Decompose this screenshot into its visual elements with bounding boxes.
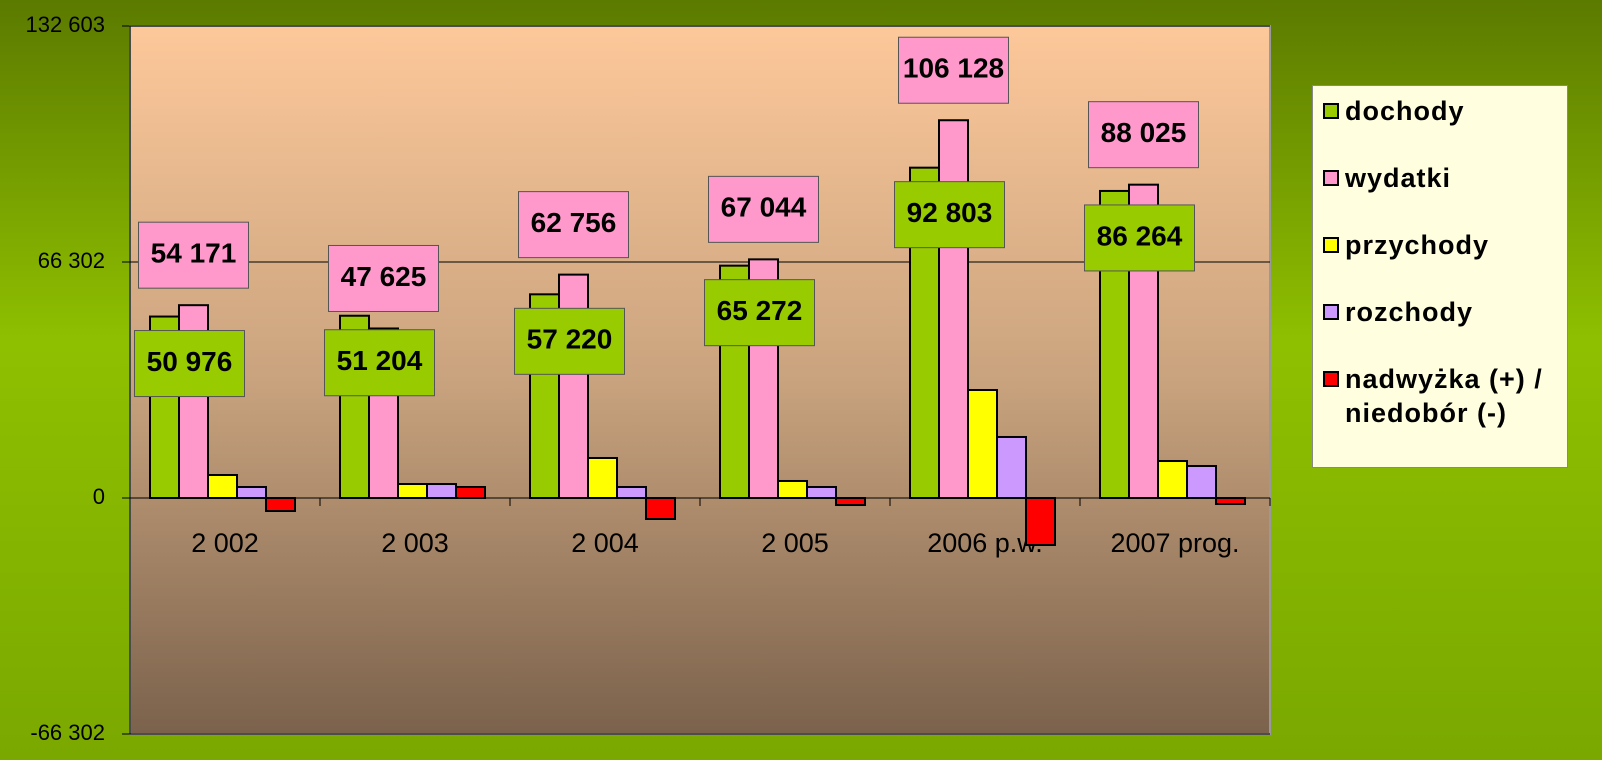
data-label: 106 128 [903,53,1004,84]
data-label-box [1088,101,1199,169]
legend-item: nadwyżka (+) / niedobór (-) [1323,362,1557,430]
bar [265,496,296,512]
x-tick-label: 2007 prog. [1110,528,1239,558]
bar [236,486,267,499]
legend-label: przychody [1345,230,1490,260]
data-label: 51 204 [337,345,423,376]
legend-swatch [1323,103,1339,119]
data-label: 67 044 [721,192,807,223]
legend-item: przychody [1323,228,1557,262]
data-label: 50 976 [147,346,233,377]
legend-label: nadwyżka (+) / niedobór (-) [1345,364,1543,428]
legend: dochody wydatki przychody rozchody nadwyżka … [1312,85,1568,468]
legend-label: rozchody [1345,297,1474,327]
legend-item: rozchody [1323,295,1557,329]
x-tick-label: 2 002 [191,528,259,558]
data-label-box [138,221,249,289]
legend-item: dochody [1323,94,1557,128]
bar [967,389,998,499]
y-tick-label: 66 302 [38,248,105,273]
data-label-box [514,307,625,375]
y-tick-label: -66 302 [30,720,105,745]
data-label: 57 220 [527,324,613,355]
bar [996,435,1027,499]
data-label-box [1084,204,1195,272]
data-label: 88 025 [1101,117,1187,148]
bar [616,486,647,499]
data-label: 54 171 [151,238,237,269]
bar [455,486,486,499]
data-label-box [894,181,1005,249]
y-tick-label: 0 [93,484,105,509]
data-label-box [898,36,1009,104]
data-label-box [518,191,629,259]
bar [806,486,837,499]
x-tick-label: 2 005 [761,528,829,558]
bar [207,474,238,499]
legend-swatch [1323,304,1339,320]
legend-label: wydatki [1345,163,1452,193]
data-label-box [708,175,819,243]
data-label: 65 272 [717,295,803,326]
x-tick-label: 2 004 [571,528,639,558]
legend-swatch [1323,371,1339,387]
y-tick-label: 132 603 [25,12,105,37]
bar [938,119,969,499]
data-label-box [704,279,815,347]
data-label: 62 756 [531,207,617,238]
bar [587,456,618,499]
data-label-box [328,244,439,312]
bar [397,483,428,499]
bar [835,496,866,507]
x-tick-label: 2006 p.w. [927,528,1043,558]
legend-label: dochody [1345,96,1465,126]
data-label: 47 625 [341,261,427,292]
data-label: 86 264 [1097,220,1183,251]
bar [1157,460,1188,499]
legend-swatch [1323,170,1339,186]
bar [426,483,457,499]
legend-swatch [1323,237,1339,253]
bar [1025,496,1056,546]
bar [1215,496,1246,506]
data-label: 92 803 [907,197,993,228]
x-tick-label: 2 003 [381,528,449,558]
legend-item: wydatki [1323,161,1557,195]
bar [777,479,808,499]
plot-area [129,25,1271,735]
bar [1186,464,1217,499]
bar [645,496,676,520]
data-label-box [324,329,435,397]
data-label-box [134,330,245,398]
